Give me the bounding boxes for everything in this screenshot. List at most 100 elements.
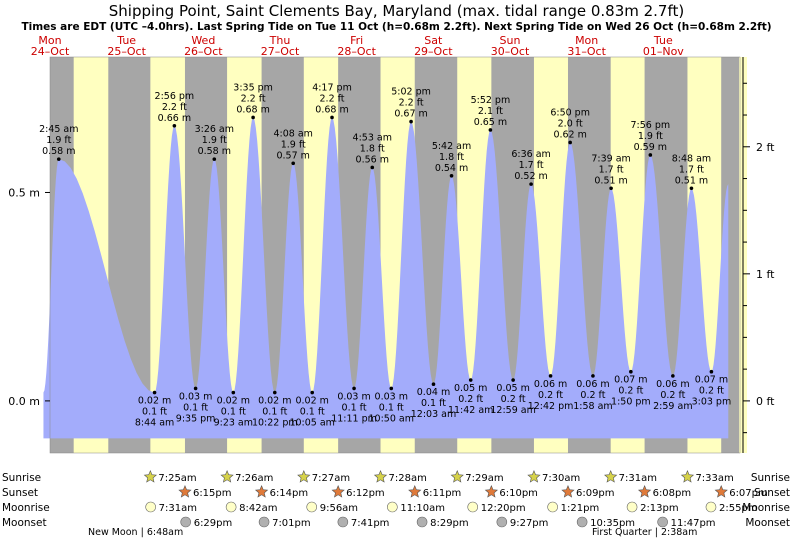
day-of-week: Fri — [350, 34, 363, 47]
high-tide-marker — [172, 123, 177, 128]
moonrise-time: 11:10am — [400, 503, 445, 514]
high-tide-marker — [251, 115, 255, 120]
sunset-icon — [637, 485, 652, 498]
high-tide-height-m: 0.54 m — [435, 163, 468, 174]
high-tide-height-ft: 1.9 ft — [202, 135, 227, 146]
high-tide-height-ft: 2.2 ft — [241, 93, 266, 104]
low-tide-height-ft: 0.2 ft — [618, 386, 643, 397]
low-tide-time: 10:50 am — [369, 413, 414, 424]
sunset-icon — [178, 485, 192, 498]
low-tide-time: 1:50 pm — [611, 397, 651, 408]
high-tide-height-ft: 1.7 ft — [679, 164, 704, 175]
high-tide-marker — [529, 182, 533, 186]
high-tide-height-m: 0.57 m — [276, 150, 309, 161]
low-tide-marker — [272, 390, 277, 395]
sunset-time: 6:10pm — [499, 488, 538, 499]
day-of-week: Mon — [575, 34, 598, 47]
sunset-time: 6:07pm — [729, 488, 768, 499]
low-tide-height-ft: 0.1 ft — [142, 407, 167, 418]
high-tide-marker — [568, 140, 572, 145]
low-tide-time: 11:11 pm — [331, 413, 377, 424]
sunrise-time: 7:27am — [312, 473, 350, 484]
sunrise-time: 7:26am — [235, 473, 273, 484]
y-tick-label-ft: 0 ft — [756, 395, 775, 408]
moonset-time: 6:29pm — [194, 518, 233, 529]
sunset-icon — [561, 485, 575, 498]
moonrise-icon — [705, 501, 717, 513]
low-tide-height-ft: 0.2 ft — [699, 386, 724, 397]
axes: 0.0 m 0.5 m 0 ft 1 ft 2 ft — [8, 56, 775, 454]
low-tide-time: 8:44 am — [135, 418, 174, 429]
low-tide-height-m: 0.02 m — [217, 396, 250, 407]
high-tide-time: 6:36 am — [511, 149, 550, 160]
sunrise-time: 7:25am — [158, 473, 196, 484]
sunset-time: 6:14pm — [270, 488, 309, 499]
low-tide-height-ft: 0.1 ft — [221, 407, 246, 418]
low-tide-marker — [591, 374, 595, 378]
sunrise-time: 7:28am — [389, 473, 427, 484]
low-tide-time: 12:42 pm — [528, 401, 574, 412]
high-tide-time: 5:52 pm — [471, 95, 511, 106]
moonrise-time: 9:56am — [320, 503, 358, 514]
low-tide-marker — [671, 374, 675, 378]
sunrise-icon — [143, 470, 157, 483]
sunrise-time: 7:29am — [465, 473, 503, 484]
sunrise-row-label-right: Sunrise — [751, 472, 790, 484]
sunset-row-label-left: Sunset — [2, 487, 38, 499]
high-tide-height-ft: 1.9 ft — [638, 131, 663, 142]
moonset-icon — [496, 516, 508, 528]
low-tide-height-m: 0.03 m — [375, 391, 408, 402]
sunset-icon — [714, 485, 728, 498]
low-tide-height-ft: 0.2 ft — [538, 390, 563, 401]
high-tide-marker — [488, 128, 493, 132]
low-tide-time: 12:59 am — [490, 405, 535, 416]
moonset-time: 7:01pm — [272, 518, 311, 529]
low-tide-marker — [389, 386, 394, 391]
moonrise-icon — [306, 501, 318, 513]
astro-rows: Sunrise Sunrise Sunset Sunset Moonrise Moonri… — [2, 470, 790, 538]
low-tide-marker — [193, 386, 198, 391]
day-date: 24–Oct — [31, 45, 70, 58]
day-headers: Mon24–OctTue25–OctWed26–OctThu27–OctFri2… — [31, 34, 685, 58]
sunrise-icon — [297, 470, 311, 483]
chart-subtitle: Times are EDT (UTC –4.0hrs). Last Spring… — [21, 21, 771, 33]
low-tide-marker — [468, 378, 473, 382]
low-tide-height-m: 0.04 m — [417, 387, 450, 398]
high-tide-time: 7:39 am — [591, 153, 630, 164]
day-of-week: Thu — [269, 34, 291, 47]
low-tide-marker — [231, 390, 236, 395]
moonrise-time: 2:55pm — [719, 503, 758, 514]
low-tide-time: 10:22 pm — [252, 418, 298, 429]
high-tide-height-ft: 2.2 ft — [162, 102, 187, 113]
moonset-time: 10:35pm — [590, 518, 635, 529]
high-tide-height-ft: 1.7 ft — [519, 160, 544, 171]
moonset-icon — [657, 516, 668, 528]
day-of-week: Sat — [424, 34, 443, 47]
low-tide-time: 9:35 pm — [176, 413, 216, 424]
high-tide-marker — [212, 157, 217, 161]
moonset-icon — [576, 516, 588, 528]
moon-phase-label: First Quarter | 2:38am — [592, 527, 697, 538]
moonrise-row-label-right: Moonrise — [742, 502, 790, 514]
plot-frame — [49, 56, 741, 454]
sunrise-time: 7:33am — [695, 473, 733, 484]
high-tide-height-m: 0.68 m — [236, 104, 269, 115]
moonrise-icon — [547, 501, 558, 513]
day-of-week: Tue — [116, 34, 136, 47]
low-tide-height-ft: 0.1 ft — [379, 402, 404, 413]
moonrise-time: 12:20pm — [481, 503, 526, 514]
low-tide-height-ft: 0.2 ft — [660, 390, 685, 401]
low-tide-height-ft: 0.1 ft — [421, 398, 446, 409]
high-tide-time: 5:42 am — [432, 141, 471, 152]
high-tide-height-ft: 2.1 ft — [478, 106, 503, 117]
sunset-time: 6:15pm — [193, 488, 232, 499]
sunset-time: 6:09pm — [576, 488, 615, 499]
high-tide-time: 6:50 pm — [550, 107, 590, 118]
low-tide-height-ft: 0.1 ft — [342, 402, 367, 413]
low-tide-height-ft: 0.1 ft — [262, 407, 287, 418]
low-tide-height-m: 0.06 m — [656, 379, 689, 390]
high-tide-height-ft: 1.9 ft — [46, 135, 71, 146]
low-tide-height-m: 0.06 m — [576, 379, 609, 390]
high-tide-time: 3:35 pm — [233, 82, 273, 93]
low-tide-height-m: 0.02 m — [138, 396, 171, 407]
